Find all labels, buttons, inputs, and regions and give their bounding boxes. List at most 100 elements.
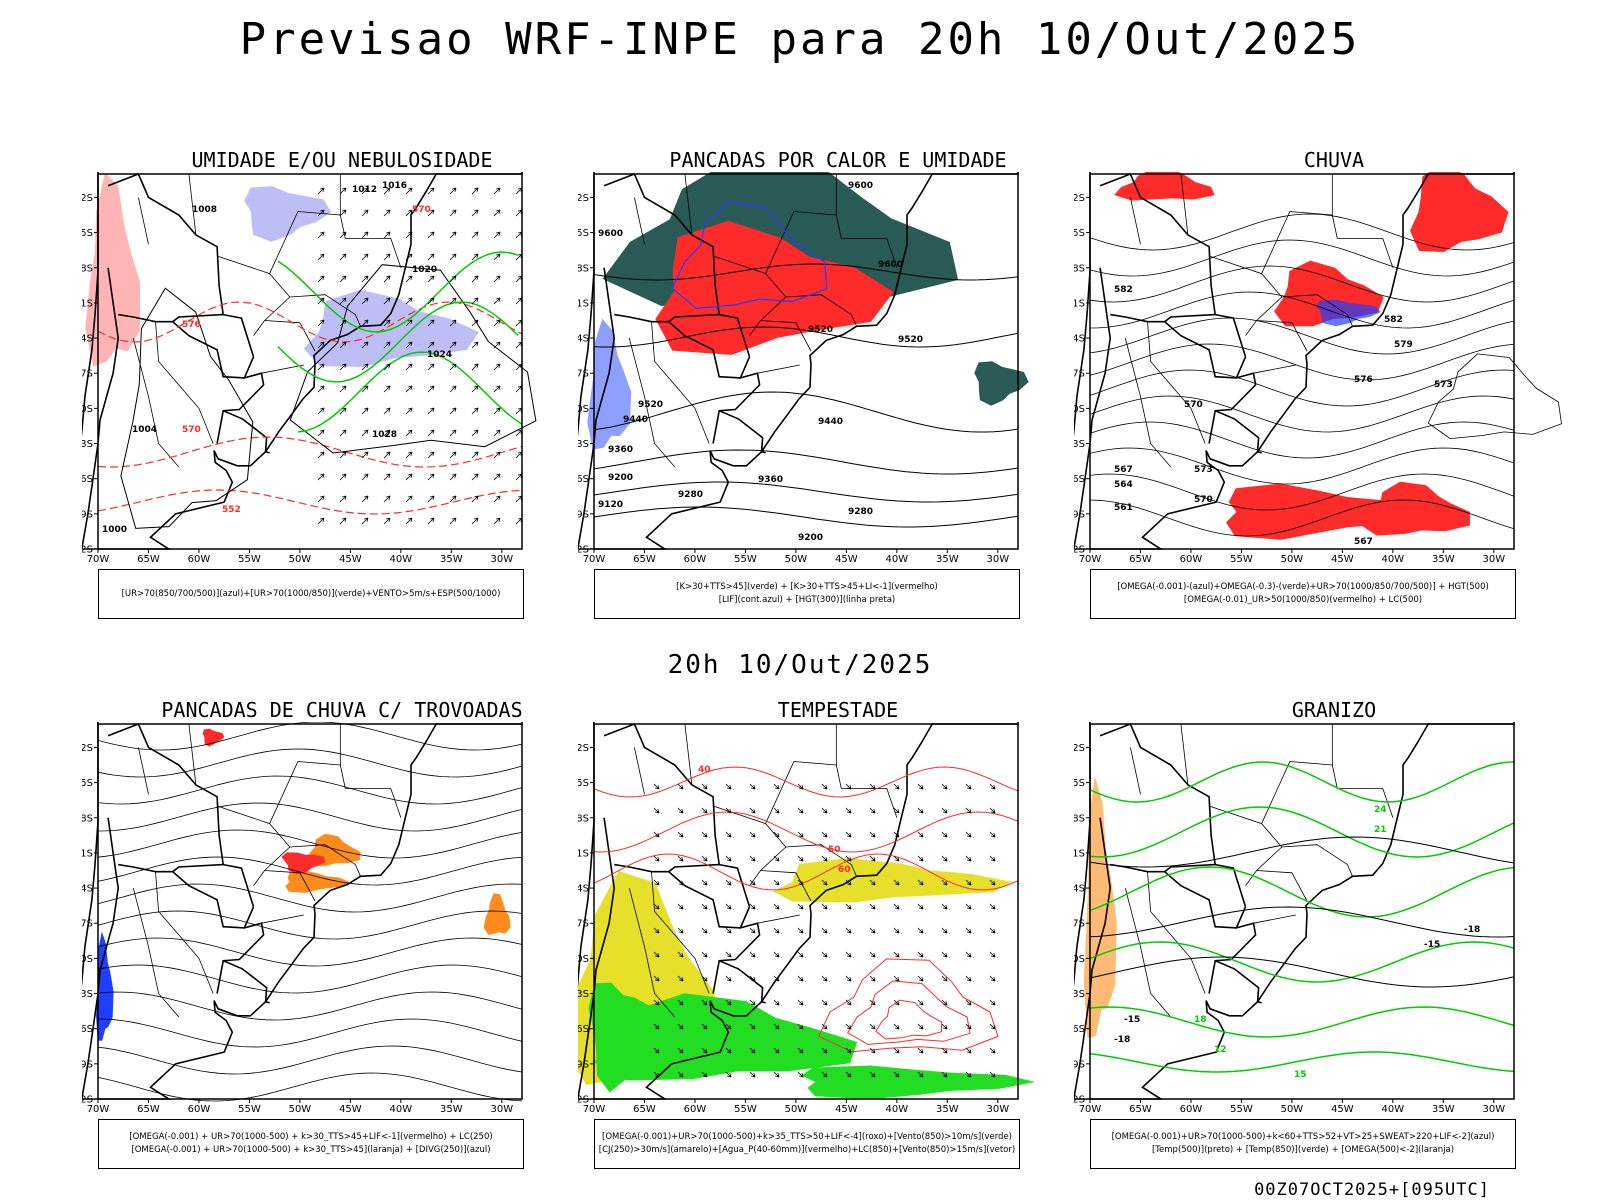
wind-arrow: [339, 253, 347, 261]
wind-arrow: [773, 1047, 780, 1054]
wind-arrowhead: [943, 953, 948, 958]
wind-arrow: [989, 855, 996, 862]
wind-arrowhead: [452, 363, 457, 368]
contour-line: [97, 301, 523, 343]
lat-tick-label: 15S: [82, 778, 93, 789]
wind-arrowhead: [871, 905, 876, 910]
lat-tick-label: 18S: [82, 813, 93, 824]
wind-arrowhead: [895, 833, 900, 838]
wind-arrowhead: [871, 809, 876, 814]
wind-arrow: [405, 319, 413, 327]
wind-arrowhead: [430, 385, 435, 390]
wind-arrow: [989, 807, 996, 814]
lat-tick-label: 33S: [578, 439, 589, 450]
wind-arrowhead: [452, 407, 457, 412]
wind-arrowhead: [823, 977, 828, 982]
wind-arrow: [493, 187, 501, 195]
wind-arrow: [339, 385, 347, 393]
wind-arrowhead: [967, 977, 972, 982]
country-border: [761, 450, 766, 454]
wind-arrow: [493, 407, 501, 415]
lon-tick-label: 70W: [87, 554, 110, 565]
wind-arrowhead: [703, 785, 708, 790]
wind-arrowhead: [679, 905, 684, 910]
state-border: [1147, 321, 1206, 444]
state-border: [651, 321, 710, 444]
wind-arrowhead: [320, 451, 325, 456]
lat-tick-label: 21S: [82, 848, 93, 859]
state-border: [628, 887, 676, 1018]
state-border: [765, 211, 842, 274]
wind-arrowhead: [386, 297, 391, 302]
wind-arrowhead: [967, 1073, 972, 1078]
wind-arrowhead: [679, 1049, 684, 1054]
contour-label: 573: [1194, 465, 1213, 475]
country-border: [1110, 313, 1165, 323]
wind-arrow: [449, 517, 457, 525]
wind-arrow: [845, 975, 852, 982]
lat-tick-label: 30S: [578, 404, 589, 415]
contour-line: [1089, 395, 1515, 433]
wind-arrow: [361, 451, 369, 459]
wind-arrow: [405, 341, 413, 349]
wind-arrow: [821, 951, 828, 958]
state-border: [1256, 320, 1308, 352]
wind-arrow: [493, 385, 501, 393]
panel-chuva: CHUVA 582 582 579 576 573 570 573 570 567 564 561 5…: [1074, 148, 1594, 638]
state-border: [749, 296, 787, 336]
state-border: [1124, 887, 1172, 1018]
wind-arrowhead: [847, 953, 852, 958]
wind-arrow: [339, 407, 347, 415]
wind-arrow: [749, 927, 756, 934]
wind-arrow: [427, 297, 435, 305]
lat-tick-label: 30S: [578, 954, 589, 965]
wind-arrow: [427, 209, 435, 217]
lon-tick-label: 30W: [490, 1104, 513, 1115]
wind-arrowhead: [727, 881, 732, 886]
lon-tick-label: 35W: [440, 1104, 463, 1115]
map-frame: [97, 723, 523, 1100]
legend-caption: [K>30+TTS>45](verde) + [K>30+TTS>45+LI<-…: [594, 569, 1020, 619]
country-border: [1074, 267, 1112, 550]
wind-arrow: [773, 927, 780, 934]
wind-arrowhead: [496, 231, 501, 236]
wind-arrow: [845, 807, 852, 814]
contour-line: [1089, 265, 1515, 303]
wind-arrow: [917, 1023, 924, 1030]
wind-arrow: [515, 517, 523, 525]
contour-label: 570: [1194, 495, 1213, 505]
wind-arrow: [653, 975, 660, 982]
wind-arrow: [725, 1071, 732, 1078]
contour-line: [97, 436, 523, 468]
wind-arrow: [317, 187, 325, 195]
wind-arrow: [677, 1047, 684, 1054]
contour-line: [847, 980, 971, 1045]
contour-line: [1089, 239, 1515, 277]
map-background: [98, 174, 522, 549]
lat-tick-label: 39S: [578, 1059, 589, 1070]
wind-arrow: [701, 951, 708, 958]
wind-arrowhead: [871, 833, 876, 838]
wind-arrowhead: [679, 857, 684, 862]
wind-arrowhead: [799, 905, 804, 910]
wind-arrow: [821, 1023, 828, 1030]
contour-label: 576: [182, 320, 201, 330]
wind-arrowhead: [751, 977, 756, 982]
wind-arrowhead: [496, 187, 501, 192]
coastline: [82, 722, 523, 1100]
wind-arrowhead: [430, 407, 435, 412]
state-border: [634, 747, 645, 795]
wind-arrow: [317, 517, 325, 525]
contour-line: [1089, 291, 1515, 329]
contour-label: 50: [828, 845, 841, 855]
wind-arrow: [339, 495, 347, 503]
wind-arrowhead: [430, 451, 435, 456]
wind-arrowhead: [991, 1049, 996, 1054]
panel-title: PANCADAS DE CHUVA C/ TROVOADAS: [161, 698, 523, 722]
country-border: [718, 409, 764, 452]
contour-line: [593, 853, 1019, 891]
wind-arrowhead: [727, 857, 732, 862]
lat-tick-label: 27S: [82, 919, 93, 930]
wind-arrow: [493, 231, 501, 239]
wind-arrowhead: [799, 1049, 804, 1054]
